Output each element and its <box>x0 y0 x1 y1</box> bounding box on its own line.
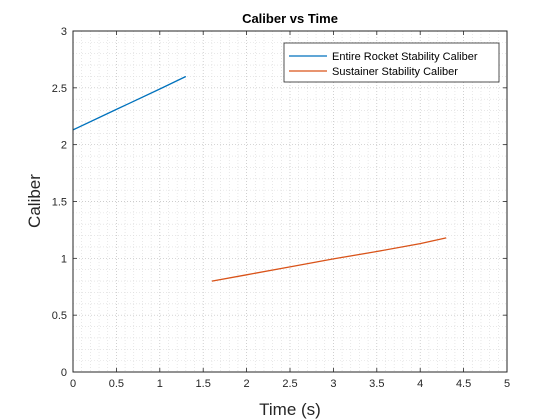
x-axis-label: Time (s) <box>259 400 321 419</box>
y-tick-label: 2.5 <box>52 83 67 95</box>
legend: Entire Rocket Stability Caliber Sustaine… <box>283 42 500 83</box>
tick-labels: 0 0.5 1 1.5 2 2.5 3 3.5 4 4.5 5 0 0.5 1 1.5 2 2.5 3 <box>52 26 510 390</box>
legend-label-sustainer: Sustainer Stability Caliber <box>332 66 458 78</box>
x-tick-label: 0.5 <box>109 378 124 390</box>
y-tick-label: 0 <box>61 367 67 379</box>
x-tick-label: 1 <box>157 378 163 390</box>
x-tick-label: 4.5 <box>456 378 471 390</box>
x-tick-label: 1.5 <box>196 378 211 390</box>
x-tick-label: 2 <box>244 378 250 390</box>
y-axis-label: Caliber <box>25 174 44 228</box>
y-tick-label: 1 <box>61 253 67 265</box>
x-tick-label: 0 <box>70 378 76 390</box>
y-tick-label: 0.5 <box>52 310 67 322</box>
y-tick-label: 1.5 <box>52 197 67 209</box>
series-line-entire-rocket <box>72 75 187 131</box>
x-tick-label: 3.5 <box>369 378 384 390</box>
legend-box <box>283 42 500 83</box>
y-tick-label: 2 <box>61 140 67 152</box>
axis-ticks <box>72 30 508 373</box>
x-tick-label: 5 <box>504 378 510 390</box>
x-tick-label: 3 <box>330 378 336 390</box>
chart-title: Caliber vs Time <box>242 11 338 26</box>
y-tick-label: 3 <box>61 26 67 38</box>
legend-label-entire-rocket: Entire Rocket Stability Caliber <box>332 51 478 63</box>
series-layer <box>72 75 447 282</box>
x-tick-label: 4 <box>417 378 423 390</box>
series-line-sustainer <box>211 237 447 282</box>
x-tick-label: 2.5 <box>282 378 297 390</box>
